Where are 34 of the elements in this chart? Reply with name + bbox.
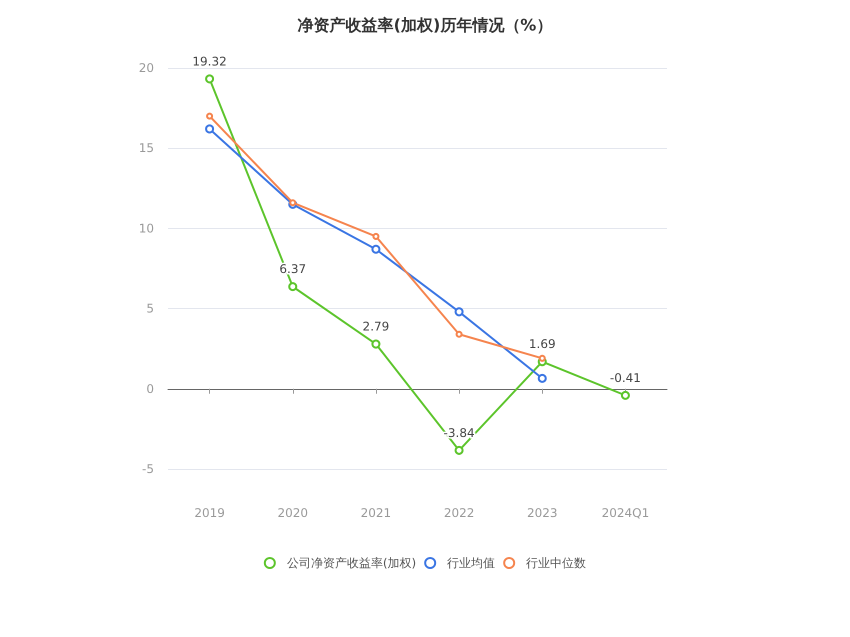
x-tick-label: 2023 [526, 506, 558, 520]
legend-label: 行业中位数 [526, 556, 586, 570]
point [456, 330, 463, 338]
chart-title: 净资产收益率(加权)历年情况（%） [298, 16, 552, 34]
point [206, 112, 214, 120]
legend-label: 公司净资产收益率(加权) [286, 556, 416, 570]
data-label: 1.69 [528, 337, 556, 352]
data-label: 19.32 [192, 54, 227, 68]
point [538, 374, 547, 383]
point [205, 74, 214, 84]
x-tick-label: 2021 [360, 506, 392, 520]
y-tick-label: 5 [146, 302, 154, 316]
point [454, 307, 464, 316]
data-label: 2.79 [362, 320, 390, 334]
y-tick-label: 20 [138, 61, 154, 75]
y-tick-label: 15 [138, 141, 154, 156]
legend-label: 行业均值 [447, 556, 496, 570]
point [538, 354, 546, 362]
point [454, 446, 464, 455]
x-tick-label: 2019 [194, 506, 225, 520]
point [371, 244, 380, 254]
x-tick-label: 2022 [444, 506, 474, 520]
point [371, 340, 380, 349]
y-tick-label: 0 [146, 382, 154, 396]
y-tick-label: 10 [138, 221, 154, 236]
point [288, 282, 298, 292]
data-label: -0.41 [610, 370, 641, 385]
point [289, 199, 296, 206]
y-tick-label: -5 [142, 462, 154, 476]
x-tick-label: 2020 [277, 506, 308, 520]
point [205, 124, 214, 134]
point [620, 390, 630, 400]
x-tick-label: 2024Q1 [602, 506, 650, 520]
point [372, 232, 380, 240]
